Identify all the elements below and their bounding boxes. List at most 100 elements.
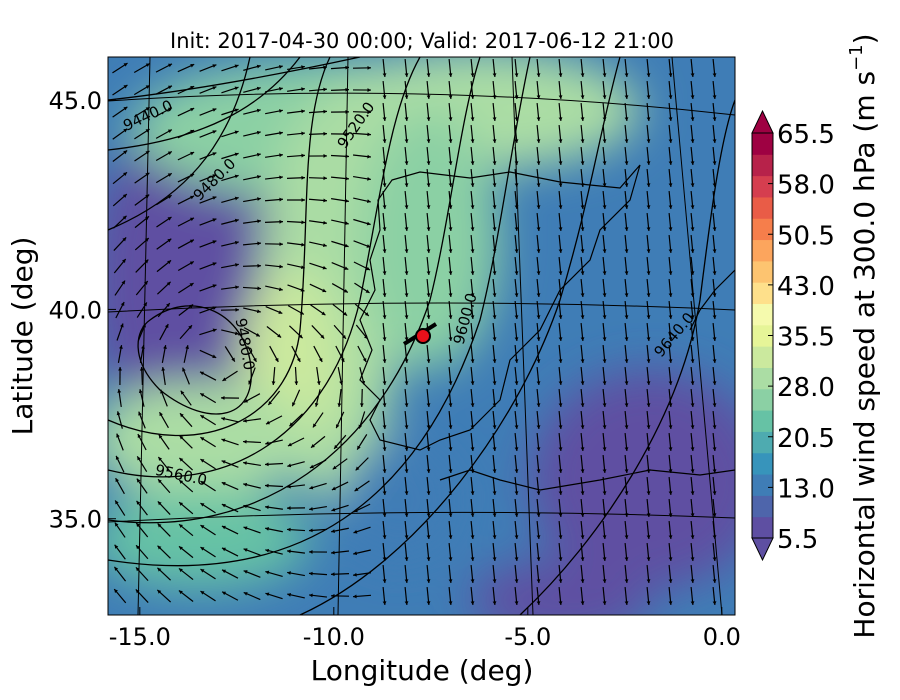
wind-arrow-head bbox=[470, 293, 475, 297]
wind-arrow-head bbox=[426, 381, 431, 385]
wind-arrow-head bbox=[234, 108, 239, 113]
wind-arrow-head bbox=[212, 108, 217, 112]
wind-arrow-head bbox=[426, 447, 431, 451]
wind-arrow-head bbox=[404, 95, 409, 99]
wind-arrow-head bbox=[265, 441, 270, 446]
colorbar-tick-label: 13.0 bbox=[777, 474, 835, 504]
wind-arrow-head bbox=[536, 579, 541, 583]
wind-arrow-head bbox=[404, 73, 409, 77]
wind-arrow-head bbox=[448, 183, 453, 187]
wind-arrow-head bbox=[426, 491, 431, 495]
wind-arrow-head bbox=[470, 579, 475, 583]
wind-arrow-head bbox=[448, 227, 453, 231]
wind-arrow-head bbox=[294, 381, 299, 385]
wind-arrow-head bbox=[690, 249, 695, 253]
wind-arrow-head bbox=[448, 117, 453, 121]
wind-arrow-head bbox=[234, 174, 239, 179]
wind-arrow-head bbox=[602, 469, 607, 473]
wind-arrow-head bbox=[190, 63, 195, 68]
wind-arrow-head bbox=[690, 557, 695, 561]
wind-arrow-head bbox=[712, 359, 717, 363]
wind-arrow-head bbox=[514, 73, 519, 77]
wind-arrow-head bbox=[357, 445, 361, 450]
wind-arrow-head bbox=[492, 117, 497, 121]
wind-arrow-head bbox=[323, 154, 327, 158]
wind-arrow-head bbox=[296, 357, 301, 362]
wind-arrow-head bbox=[200, 525, 205, 529]
wind-arrow-head bbox=[365, 289, 370, 293]
wind-arrow-head bbox=[646, 535, 651, 539]
wind-arrow-head bbox=[212, 284, 217, 288]
wind-arrow-head bbox=[426, 315, 431, 319]
wind-arrow-head bbox=[690, 425, 695, 429]
wind-arrow-head bbox=[382, 491, 387, 495]
wind-arrow-head bbox=[470, 535, 475, 539]
wind-arrow-head bbox=[470, 491, 475, 495]
wind-arrow-head bbox=[426, 513, 431, 517]
wind-arrow-head bbox=[404, 139, 409, 143]
wind-arrow-head bbox=[287, 571, 291, 575]
wind-arrow-head bbox=[243, 592, 248, 596]
wind-arrow-head bbox=[624, 403, 629, 407]
wind-arrow-head bbox=[602, 139, 607, 143]
wind-arrow-head bbox=[602, 359, 607, 363]
wind-arrow-head bbox=[257, 175, 261, 179]
wind-arrow-head bbox=[580, 95, 585, 99]
wind-arrow-head bbox=[558, 117, 563, 121]
wind-arrow-head bbox=[492, 535, 497, 539]
wind-arrow-head bbox=[323, 176, 327, 181]
wind-arrow-head bbox=[404, 161, 409, 165]
wind-arrow-head bbox=[690, 513, 695, 517]
wind-arrow-head bbox=[382, 205, 387, 209]
wind-arrow-head bbox=[189, 239, 194, 244]
wind-arrow-head bbox=[164, 324, 169, 329]
wind-arrow-head bbox=[536, 205, 541, 209]
wind-arrow-head bbox=[712, 601, 717, 605]
wind-arrow-head bbox=[668, 293, 673, 297]
wind-arrow-head bbox=[668, 491, 673, 495]
wind-arrow-head bbox=[624, 447, 629, 451]
wind-arrow-head bbox=[404, 249, 409, 253]
y-tick-label: 45.0 bbox=[49, 87, 102, 115]
wind-arrow-head bbox=[624, 205, 629, 209]
wind-arrow-head bbox=[256, 152, 261, 157]
wind-arrow-head bbox=[602, 447, 607, 451]
wind-arrow-head bbox=[235, 285, 239, 290]
wind-arrow-head bbox=[292, 402, 296, 407]
wind-arrow-head bbox=[200, 393, 205, 397]
wind-arrow-head bbox=[287, 463, 292, 468]
wind-arrow-head bbox=[668, 315, 673, 319]
wind-arrow-head bbox=[382, 579, 387, 583]
wind-arrow-head bbox=[426, 601, 431, 605]
wind-arrow-head bbox=[178, 568, 183, 573]
wind-arrow-head bbox=[404, 337, 409, 341]
wind-arrow-head bbox=[234, 130, 239, 135]
wind-arrow-head bbox=[243, 548, 248, 552]
wind-arrow-head bbox=[235, 263, 239, 267]
wind-arrow-head bbox=[668, 139, 673, 143]
wind-arrow-head bbox=[157, 501, 162, 506]
wind-arrow-head bbox=[301, 220, 305, 225]
wind-arrow-head bbox=[426, 227, 431, 231]
wind-arrow-head bbox=[115, 500, 119, 505]
wind-arrow-head bbox=[117, 389, 122, 393]
wind-arrow-head bbox=[404, 469, 409, 473]
wind-arrow-head bbox=[624, 425, 629, 429]
wind-arrow-head bbox=[136, 500, 141, 505]
wind-arrow-head bbox=[382, 403, 387, 407]
wind-arrow-head bbox=[114, 566, 119, 571]
wind-arrow-head bbox=[178, 546, 183, 551]
wind-arrow-head bbox=[353, 551, 358, 556]
wind-arrow-head bbox=[602, 425, 607, 429]
wind-arrow-head bbox=[602, 73, 607, 77]
wind-arrow-head bbox=[331, 550, 335, 555]
wind-arrow-head bbox=[309, 507, 313, 511]
wind-arrow-head bbox=[404, 513, 409, 517]
wind-arrow-head bbox=[448, 425, 453, 429]
wind-arrow-head bbox=[492, 579, 497, 583]
wind-arrow-head bbox=[265, 420, 270, 425]
wind-arrow-head bbox=[536, 161, 541, 165]
wind-arrow-head bbox=[492, 73, 497, 77]
wind-arrow-head bbox=[536, 139, 541, 143]
